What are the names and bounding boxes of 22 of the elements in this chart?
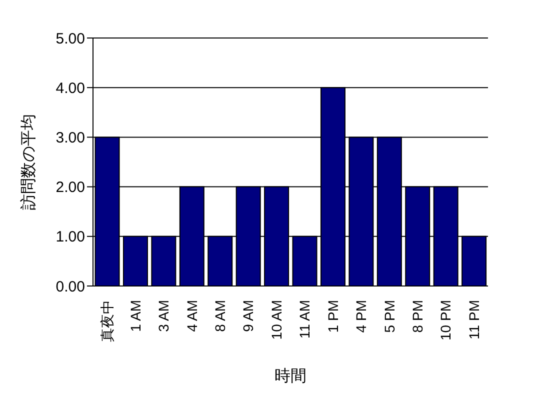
y-tick-label: 5.00 bbox=[56, 30, 85, 48]
y-tick-label: 4.00 bbox=[56, 80, 85, 97]
x-tick-label: 10 PM bbox=[438, 300, 454, 340]
x-tick-label: 11 PM bbox=[466, 300, 482, 340]
y-tick-label: 2.00 bbox=[56, 179, 85, 196]
x-tick-label: 5 PM bbox=[381, 300, 398, 333]
x-tick-label: 3 AM bbox=[156, 300, 172, 332]
x-tick-label: 8 PM bbox=[409, 300, 426, 333]
x-tick-label: 真夜中 bbox=[99, 300, 116, 342]
y-axis-title: 訪問数の平均 bbox=[20, 114, 38, 210]
y-tick-label: 1.00 bbox=[56, 228, 85, 246]
x-tick-label: 4 PM bbox=[353, 300, 370, 333]
x-tick-label: 9 AM bbox=[240, 300, 256, 332]
y-tick-label: 3.00 bbox=[56, 130, 85, 147]
x-tick-label: 4 AM bbox=[184, 300, 200, 332]
x-axis-title: 時間 bbox=[274, 367, 306, 385]
x-tick-label: 11 AM bbox=[296, 300, 313, 339]
x-tick-label: 1 PM bbox=[324, 300, 341, 333]
y-tick-label: 0.00 bbox=[56, 278, 85, 296]
x-tick-label: 10 AM bbox=[268, 300, 284, 340]
x-tick-label: 1 AM bbox=[127, 300, 144, 332]
x-tick-label: 8 AM bbox=[212, 300, 228, 332]
